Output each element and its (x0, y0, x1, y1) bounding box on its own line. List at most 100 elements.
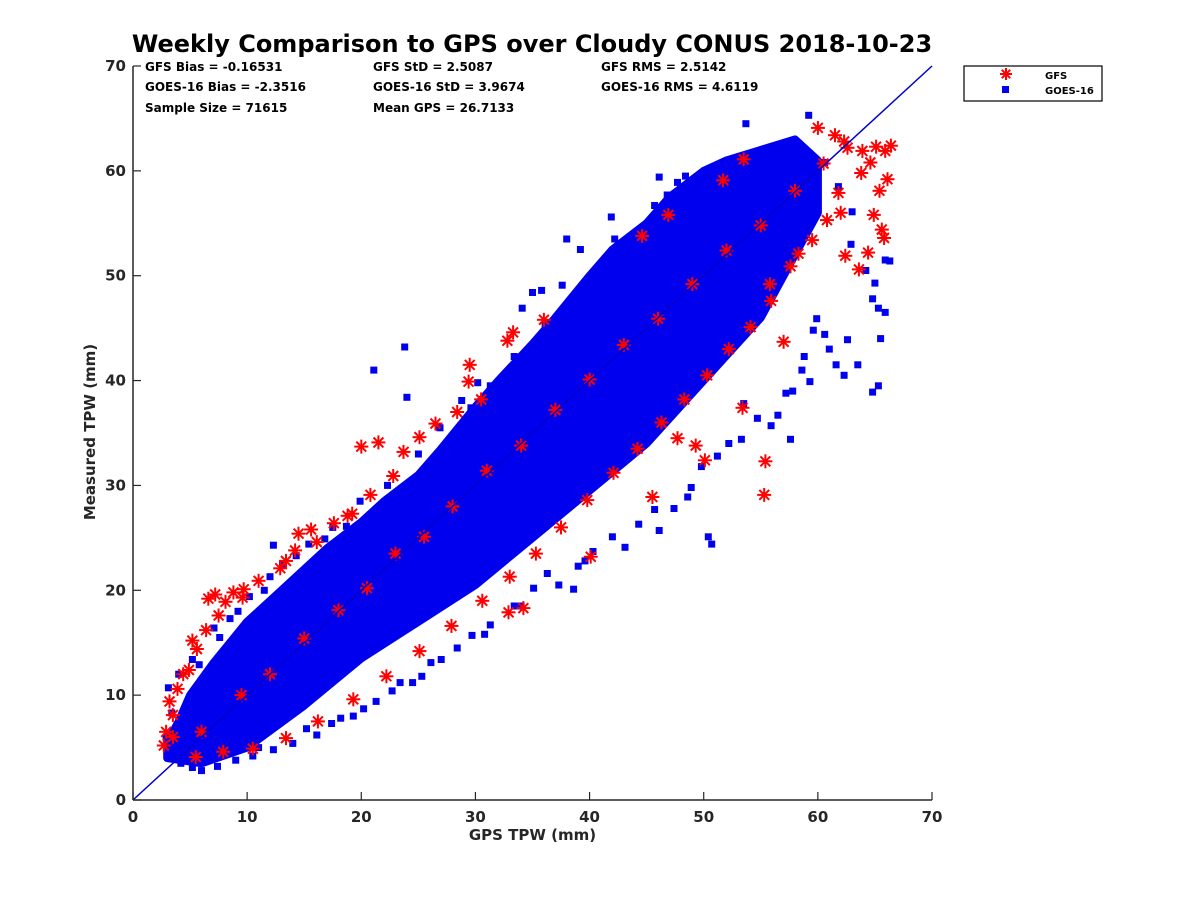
legend: GFS GOES-16 (963, 65, 1103, 102)
gfs-point (288, 543, 303, 558)
goes-16-point (188, 656, 196, 663)
gfs-star-stroke (280, 732, 292, 744)
stat-goes-std: GOES-16 StD = 3.9674 (373, 80, 525, 94)
gfs-point (635, 228, 650, 243)
legend-gfs-star (1000, 68, 1012, 80)
goes-16-point (269, 541, 277, 549)
goes-16-point (753, 414, 761, 422)
goes-16-point (356, 497, 364, 505)
gfs-star-stroke (507, 326, 519, 339)
gfs-point (828, 128, 842, 143)
gfs-star-stroke (723, 343, 735, 355)
goes-16-point (821, 330, 829, 338)
gfs-point (500, 333, 515, 348)
goes-16-point (806, 378, 814, 386)
gfs-star-stroke (235, 689, 248, 701)
gfs-point (461, 374, 476, 389)
gfs-star-stroke (784, 260, 797, 272)
goes-16-point (198, 767, 205, 775)
goes-16-point (234, 607, 242, 615)
gfs-star-stroke (549, 404, 562, 416)
x-tick-label: 70 (922, 808, 943, 826)
goes-16-point (260, 586, 268, 594)
gfs-star-stroke (870, 141, 882, 153)
gfs-point (583, 549, 598, 564)
gfs-star-stroke (364, 489, 377, 501)
goes-16-density-band (163, 135, 822, 768)
gfs-point (304, 522, 319, 537)
goes-16-point (708, 540, 716, 548)
gfs-point (688, 438, 703, 453)
gfs-point (159, 724, 174, 739)
goes-16-point (541, 320, 549, 328)
gfs-star-stroke (832, 187, 845, 199)
goes-16-point (787, 435, 794, 443)
gfs-star-stroke (361, 582, 373, 594)
gfs-point (776, 334, 791, 349)
gfs-point (360, 581, 374, 596)
gfs-star-stroke (209, 588, 221, 601)
gfs-point (371, 435, 386, 450)
gfs-star-stroke (817, 157, 830, 170)
goes-16-point (704, 533, 712, 541)
goes-16-point (418, 672, 426, 680)
goes-16-point (697, 463, 705, 471)
goes-16-point (651, 506, 659, 513)
goes-16-point (303, 725, 310, 733)
y-tick-label: 30 (105, 476, 126, 494)
goes-16-point (486, 382, 494, 390)
gfs-star-stroke (158, 739, 170, 752)
goes-16-point (840, 371, 848, 379)
gfs-star-stroke (389, 547, 402, 560)
gfs-star-stroke (429, 417, 442, 430)
gfs-star-stroke (292, 527, 305, 540)
gfs-star-stroke (160, 726, 172, 738)
y-tick-label: 40 (105, 372, 126, 390)
goes-16-point (414, 450, 422, 458)
gfs-point (651, 311, 666, 326)
goes-16-point (574, 562, 582, 570)
goes-16-point (360, 705, 368, 713)
goes-16-point (789, 387, 797, 395)
gfs-star-stroke (503, 570, 516, 583)
gfs-star-stroke (219, 596, 232, 608)
gfs-star-stroke (252, 575, 265, 587)
gfs-point (188, 750, 203, 764)
gfs-point (700, 368, 715, 383)
gfs-point (697, 453, 712, 468)
goes-16-point (608, 533, 616, 541)
goes-16-point (467, 404, 475, 412)
legend-goes-marker (1002, 86, 1009, 93)
gfs-star-stroke (876, 223, 888, 236)
goes-16-point (701, 167, 709, 175)
gfs-star-stroke (538, 314, 550, 326)
goes-16-point (210, 624, 218, 632)
gfs-star-stroke (177, 668, 189, 680)
gfs-point (279, 731, 293, 746)
gfs-star-stroke (862, 246, 874, 259)
gfs-point (833, 205, 848, 220)
gfs-point (757, 487, 772, 502)
gfs-star-stroke (171, 683, 184, 695)
gfs-point (189, 642, 204, 656)
gfs-point (838, 248, 853, 263)
goes-16-point (848, 208, 856, 216)
gfs-star-stroke (838, 135, 850, 148)
stat-mean-gps: Mean GPS = 26.7133 (373, 101, 515, 115)
goes-16-point (767, 422, 775, 430)
gfs-point (855, 143, 870, 158)
chart-title: Weekly Comparison to GPS over Cloudy CON… (131, 30, 933, 58)
goes-16-point (409, 679, 417, 687)
goes-16-point (726, 167, 734, 175)
goes-16-point (782, 389, 790, 397)
goes-16-point (177, 759, 185, 767)
gfs-star-stroke (671, 432, 684, 444)
gfs-star-stroke (298, 632, 310, 645)
gfs-star-stroke (736, 402, 749, 414)
gfs-star-stroke (744, 321, 757, 333)
gfs-point (428, 416, 443, 431)
gfs-point (516, 601, 531, 616)
gfs-point (354, 439, 369, 454)
